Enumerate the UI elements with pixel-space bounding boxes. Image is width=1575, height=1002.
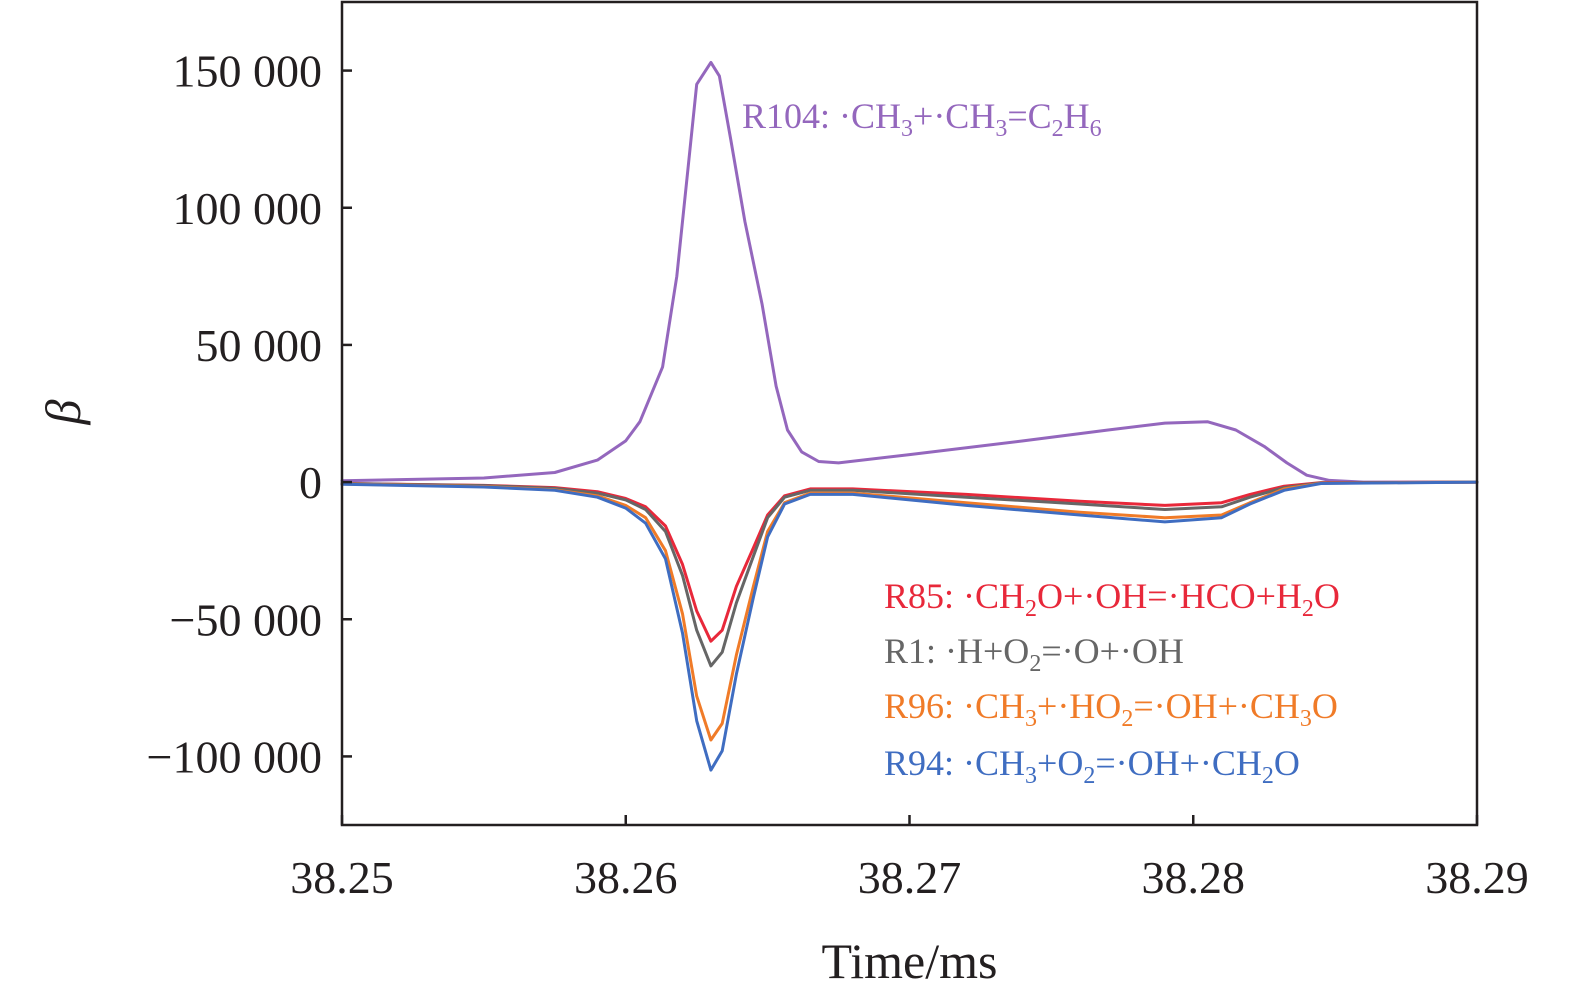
series-line-3 bbox=[340, 480, 1479, 742]
series-line-4 bbox=[340, 480, 1479, 772]
x-tick-label: 38.27 bbox=[858, 852, 962, 903]
series-layer bbox=[340, 60, 1479, 772]
y-axis-title: β bbox=[35, 399, 91, 425]
y-tick-label: 100 000 bbox=[173, 183, 323, 234]
series-line-0 bbox=[340, 60, 1479, 484]
x-axis: 38.25 38.26 38.27 38.28 38.29 bbox=[290, 815, 1529, 903]
x-axis-title: Time/ms bbox=[821, 933, 997, 989]
annotation-r94: R94: ·CH3+O2=·OH+·CH2O bbox=[884, 743, 1300, 789]
annotation-r104: R104: ·CH3+·CH3=C2H6 bbox=[742, 96, 1102, 142]
y-tick-label: 150 000 bbox=[173, 46, 323, 97]
annotation-r1: R1: ·H+O2=·O+·OH bbox=[884, 631, 1184, 677]
x-tick-label: 38.28 bbox=[1142, 852, 1246, 903]
y-tick-label: −50 000 bbox=[170, 594, 322, 645]
x-tick-label: 38.26 bbox=[574, 852, 678, 903]
y-tick-label: 50 000 bbox=[196, 320, 323, 371]
x-tick-label: 38.29 bbox=[1425, 852, 1529, 903]
annotation-r85: R85: ·CH2O+·OH=·HCO+H2O bbox=[884, 576, 1340, 622]
series-line-2 bbox=[340, 480, 1479, 668]
annotation-r96: R96: ·CH3+·HO2=·OH+·CH3O bbox=[884, 686, 1338, 732]
x-tick-label: 38.25 bbox=[290, 852, 394, 903]
y-axis: 150 000 100 000 50 000 0 −50 000 −100 000 bbox=[147, 46, 352, 782]
y-tick-label: −100 000 bbox=[147, 731, 322, 782]
annotation-layer: R104: ·CH3+·CH3=C2H6 R85: ·CH2O+·OH=·HCO+… bbox=[742, 96, 1340, 789]
y-tick-label: 0 bbox=[299, 457, 322, 508]
